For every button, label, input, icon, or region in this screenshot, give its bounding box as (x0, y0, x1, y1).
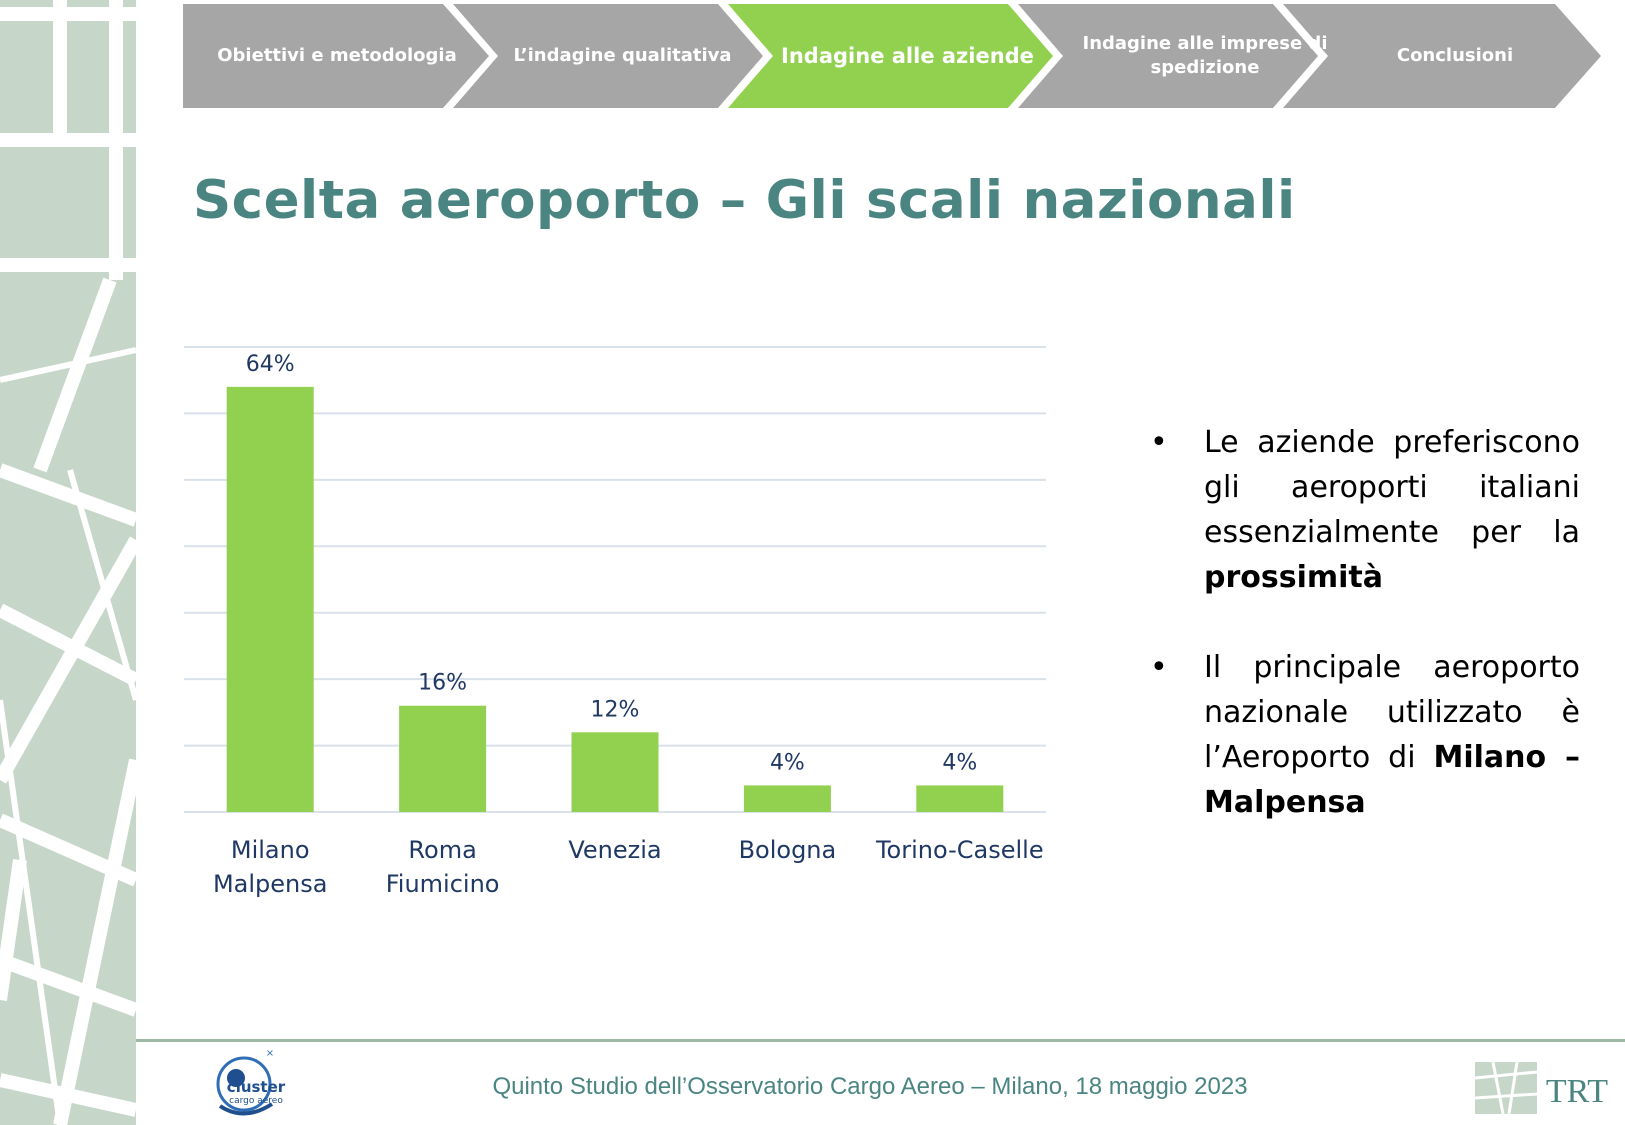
nav-step-1-shape[interactable] (183, 4, 489, 108)
category-label-1: Roma Fiumicino (386, 836, 500, 898)
bullet-dot-icon: • (1150, 650, 1168, 685)
bar-chart: 64% 16% 12% 4% 4% Milano Malpensa Roma Fiumicin… (184, 346, 1046, 898)
data-label-1: 16% (418, 671, 467, 696)
bar-1 (399, 705, 487, 812)
finding-1-bold: prossimità (1204, 560, 1384, 595)
category-label-2: Venezia (568, 836, 661, 864)
data-label-2: 12% (591, 697, 640, 722)
bar-2 (571, 732, 659, 812)
sidebar-map-decoration (0, 0, 136, 1125)
footer-divider (136, 1039, 1625, 1042)
svg-text:TRT: TRT (1546, 1073, 1608, 1110)
category-label-4: Torino-Caselle (875, 836, 1044, 864)
bar-4 (916, 785, 1004, 812)
cluster-logo: × cluster cargo aereo (216, 1048, 286, 1116)
finding-2-text: Il principale aeroporto nazionale utiliz… (1204, 650, 1580, 775)
nav-step-3-shape[interactable] (728, 4, 1053, 108)
finding-2-bold: Milano – Malpensa (1204, 740, 1580, 820)
page-title: Scelta aeroporto – Gli scali nazionali (193, 170, 1296, 231)
finding-1-text: Le aziende preferiscono gli aeroporti it… (1204, 425, 1580, 550)
data-label-0: 64% (246, 352, 295, 377)
chart-bars (226, 386, 1004, 812)
step-navigation (183, 4, 1601, 108)
nav-step-5-shape[interactable] (1283, 4, 1601, 108)
bar-0 (226, 386, 314, 812)
chart-data-labels: 64% 16% 12% 4% 4% (246, 352, 978, 776)
trt-logo: TRT (1474, 1061, 1608, 1115)
svg-text:cargo aereo: cargo aereo (229, 1096, 283, 1106)
bar-3 (743, 785, 831, 812)
nav-step-1-label[interactable]: Obiettivi e metodologia (217, 45, 457, 66)
finding-bullet-1: • Le aziende preferiscono gli aeroporti i… (1150, 420, 1580, 600)
footer-caption: Quinto Studio dell’Osservatorio Cargo Ae… (492, 1073, 1248, 1100)
category-label-0: Milano Malpensa (213, 836, 328, 898)
data-label-3: 4% (770, 750, 805, 775)
nav-step-4-shape[interactable] (1018, 4, 1318, 108)
chart-category-labels: Milano Malpensa Roma Fiumicino Venezia Bologn… (213, 836, 1044, 898)
data-label-4: 4% (942, 750, 977, 775)
finding-bullet-2: • Il principale aeroporto nazionale utili… (1150, 645, 1580, 825)
nav-step-2-shape[interactable] (453, 4, 763, 108)
bullet-dot-icon: • (1150, 425, 1168, 460)
nav-step-4-label[interactable]: Indagine alle imprese di spedizione (1082, 33, 1328, 78)
nav-step-2-label[interactable]: L’indagine qualitativa (513, 45, 732, 66)
nav-step-3-label[interactable]: Indagine alle aziende (781, 44, 1034, 68)
svg-text:cluster: cluster (227, 1078, 286, 1096)
category-label-3: Bologna (739, 836, 837, 864)
key-findings-list: • Le aziende preferiscono gli aeroporti i… (1150, 420, 1580, 870)
nav-step-5-label[interactable]: Conclusioni (1396, 45, 1514, 66)
svg-text:×: × (266, 1048, 274, 1059)
